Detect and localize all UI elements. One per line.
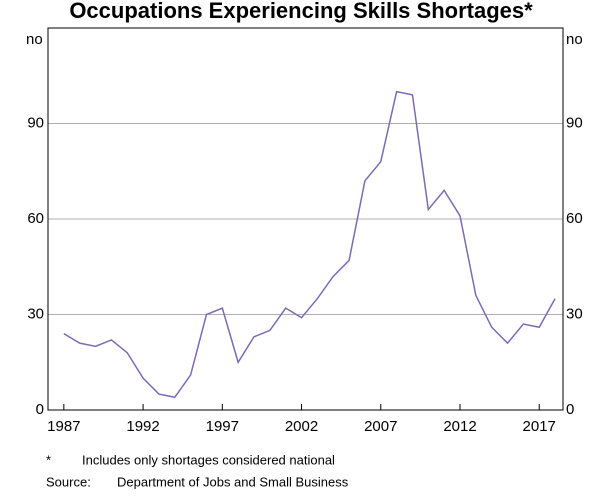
x-tick-label: 1992 bbox=[126, 418, 159, 435]
y-tick-label-right: 90 bbox=[566, 114, 583, 131]
source: Department of Jobs and Small Business bbox=[117, 474, 349, 489]
chart-title: Occupations Experiencing Skills Shortage… bbox=[69, 0, 533, 23]
x-tick-label: 2017 bbox=[523, 418, 556, 435]
footnote-marker: * bbox=[46, 452, 51, 467]
y-unit-left: no bbox=[26, 31, 43, 48]
y-tick-label-right: 0 bbox=[566, 401, 574, 418]
source-label: Source: bbox=[46, 474, 91, 489]
data-line bbox=[63, 90, 556, 399]
y-tick-label-right: 60 bbox=[566, 210, 583, 227]
x-tick-label: 2012 bbox=[443, 418, 476, 435]
y-unit-right: no bbox=[566, 31, 583, 48]
y-tick-label: 60 bbox=[27, 210, 44, 227]
x-tick-label: 2002 bbox=[285, 418, 318, 435]
y-tick-label: 30 bbox=[27, 305, 44, 322]
footnote: Includes only shortages considered natio… bbox=[82, 452, 335, 467]
x-tick-label: 1987 bbox=[47, 418, 80, 435]
y-tick-label-right: 30 bbox=[566, 305, 583, 322]
plot-frame bbox=[47, 27, 564, 411]
y-tick-label: 0 bbox=[36, 401, 44, 418]
y-tick-label: 90 bbox=[27, 114, 44, 131]
x-tick-label: 2007 bbox=[364, 418, 397, 435]
x-tick-label: 1997 bbox=[206, 418, 239, 435]
